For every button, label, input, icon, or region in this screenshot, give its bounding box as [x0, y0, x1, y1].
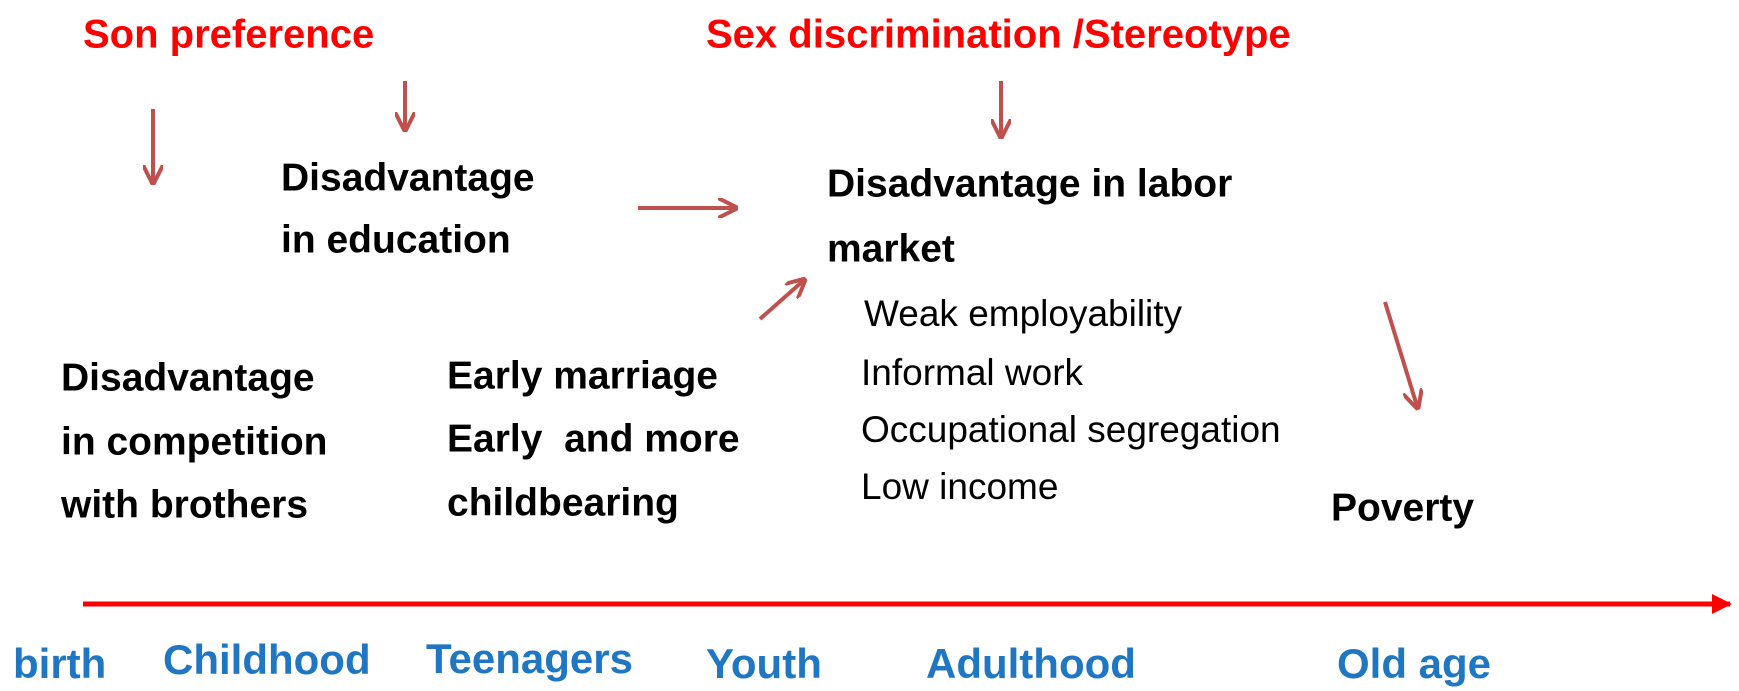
outcome-line: with brothers [60, 483, 308, 526]
outcome-line: Disadvantage [61, 356, 315, 399]
detail-line: Low income [861, 466, 1058, 507]
outcome-line: Early marriage [447, 354, 718, 397]
outcome-line: Disadvantage in labor [827, 162, 1232, 205]
cause-label: Son preference [83, 13, 374, 57]
detail-line: Occupational segregation [861, 409, 1281, 450]
stage-label: birth [13, 640, 106, 687]
arrow [758, 281, 803, 321]
stage-label: Old age [1337, 640, 1491, 687]
detail-line: Weak employability [864, 293, 1183, 334]
outcome-line: market [827, 227, 955, 270]
outcome-line: childbearing [447, 481, 679, 524]
arrows [83, 81, 1732, 614]
stage-label: Adulthood [926, 640, 1136, 687]
stage-label: Teenagers [426, 635, 633, 682]
outcome-line: Early and more [447, 417, 740, 460]
outcome-line: Poverty [1331, 486, 1474, 529]
stage-label: Youth [706, 640, 822, 687]
arrow [1383, 301, 1417, 406]
outcome-line: Disadvantage [281, 156, 535, 199]
outcome-line: in education [281, 218, 511, 261]
stage-label: Childhood [163, 636, 371, 683]
cause-label: Sex discrimination /Stereotype [706, 13, 1291, 57]
detail-line: Informal work [861, 352, 1084, 393]
outcome-line: in competition [61, 420, 328, 463]
